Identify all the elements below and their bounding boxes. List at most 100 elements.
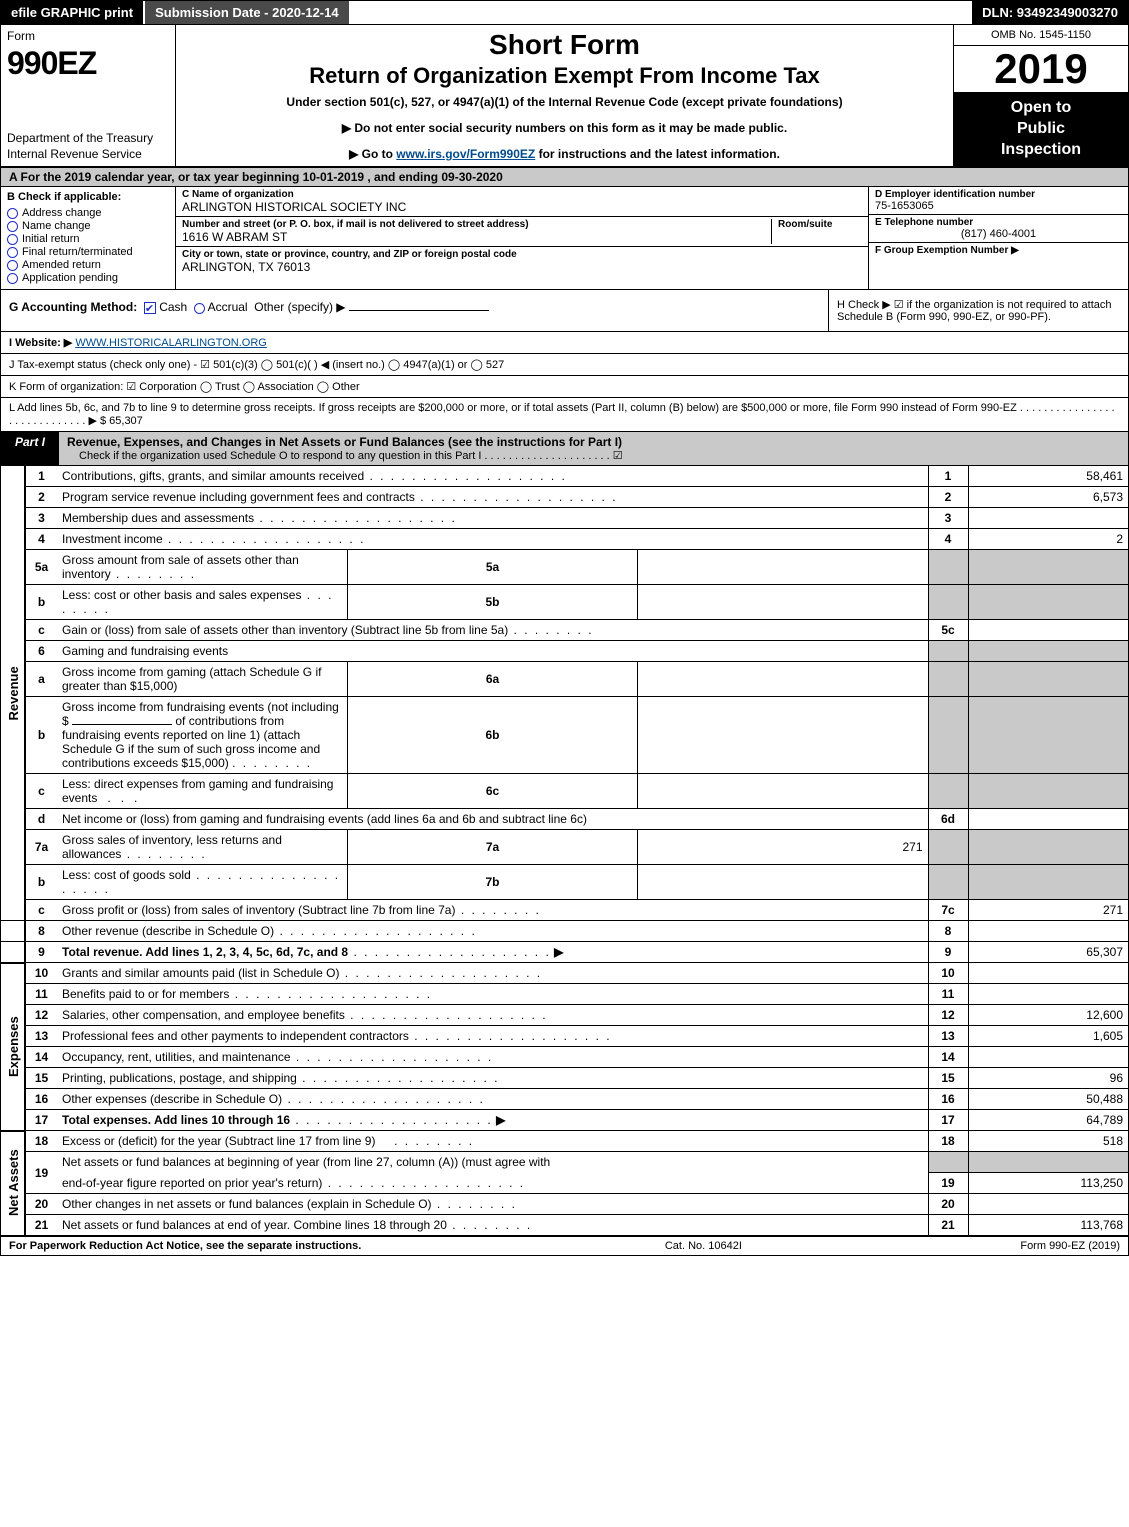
label-address-change: Address change [22,207,102,219]
line-2-no: 2 [25,487,57,508]
line-4-no: 4 [25,529,57,550]
line-14-desc: Occupancy, rent, utilities, and maintena… [57,1047,928,1068]
line-12-desc: Salaries, other compensation, and employ… [57,1005,928,1026]
open-line2: Public [1017,120,1065,137]
line-8-desc: Other revenue (describe in Schedule O) [57,921,928,942]
checkbox-initial-return[interactable] [7,234,18,245]
dept-treasury: Department of the Treasury [7,131,153,145]
line-6c-greycode [928,774,968,809]
row-l-gross-receipts: L Add lines 5b, 6c, and 7b to line 9 to … [1,398,1128,432]
street-label: Number and street (or P. O. box, if mail… [182,219,765,230]
line-5b-no: b [25,585,57,620]
topbar-spacer [351,1,973,24]
line-1-no: 1 [25,466,57,487]
line-3-no: 3 [25,508,57,529]
irs-form-link[interactable]: www.irs.gov/Form990EZ [396,147,535,161]
line-5b-subvalue [638,585,928,620]
instructions-link-row: ▶ Go to www.irs.gov/Form990EZ for instru… [184,147,945,161]
line-7c-desc: Gross profit or (loss) from sales of inv… [57,900,928,921]
line-15-desc: Printing, publications, postage, and shi… [57,1068,928,1089]
part-1-header: Part I Revenue, Expenses, and Changes in… [1,432,1128,466]
line-14-no: 14 [25,1047,57,1068]
line-6c-subvalue [638,774,928,809]
tax-year: 2019 [954,46,1128,92]
row-g-h: G Accounting Method: Cash Accrual Other … [1,290,1128,332]
sidebar-net-assets: Net Assets [1,1131,25,1235]
org-name-label: C Name of organization [182,189,862,200]
other-method-input[interactable] [349,310,489,311]
line-10-desc: Grants and similar amounts paid (list in… [57,963,928,984]
line-20-no: 20 [25,1193,57,1214]
line-6d-no: d [25,809,57,830]
label-accrual: Accrual [208,300,248,314]
website-label: I Website: ▶ [9,337,72,349]
line-19-desc1: Net assets or fund balances at beginning… [57,1152,928,1173]
line-16-code: 16 [928,1089,968,1110]
line-5a-subcode: 5a [347,550,637,585]
line-21-code: 21 [928,1214,968,1235]
line-19-no: 19 [25,1152,57,1194]
line-7a-subvalue: 271 [638,830,928,865]
line-5b-desc: Less: cost or other basis and sales expe… [57,585,347,620]
line-6-desc: Gaming and fundraising events [57,641,928,662]
accounting-method-label: G Accounting Method: [9,300,137,314]
line-5a-desc: Gross amount from sale of assets other t… [57,550,347,585]
line-6a-greyval [968,662,1128,697]
line-9-desc: Total revenue. Add lines 1, 2, 3, 4, 5c,… [57,942,928,963]
line-6c-no: c [25,774,57,809]
box-b-check-applicable: B Check if applicable: Address change Na… [1,187,176,289]
line-11-no: 11 [25,984,57,1005]
line-18-code: 18 [928,1131,968,1152]
checkbox-cash[interactable] [144,302,156,314]
line-4-desc: Investment income [57,529,928,550]
line-5a-subvalue [638,550,928,585]
line-18-value: 518 [968,1131,1128,1152]
label-application-pending: Application pending [22,272,118,284]
line-8-code: 8 [928,921,968,942]
line-7a-greycode [928,830,968,865]
line-19-greycode [928,1152,968,1173]
line-7c-no: c [25,900,57,921]
checkbox-name-change[interactable] [7,221,18,232]
line-11-value [968,984,1128,1005]
label-name-change: Name change [22,220,91,232]
website-link[interactable]: WWW.HISTORICALARLINGTON.ORG [75,337,267,349]
checkbox-final-return[interactable] [7,247,18,258]
line-2-value: 6,573 [968,487,1128,508]
line-3-code: 3 [928,508,968,529]
line-7a-no: 7a [25,830,57,865]
city-value: ARLINGTON, TX 76013 [182,260,862,274]
box-def: D Employer identification number 75-1653… [868,187,1128,289]
line-5c-no: c [25,620,57,641]
line-14-code: 14 [928,1047,968,1068]
sidebar-gap2 [1,942,25,963]
checkbox-amended-return[interactable] [7,260,18,271]
line-6b-blank[interactable] [72,724,172,725]
line-10-no: 10 [25,963,57,984]
line-12-code: 12 [928,1005,968,1026]
box-c-org-info: C Name of organization ARLINGTON HISTORI… [176,187,868,289]
goto-suffix: for instructions and the latest informat… [535,147,780,161]
line-6a-subvalue [638,662,928,697]
checkbox-application-pending[interactable] [7,273,18,284]
street-value: 1616 W ABRAM ST [182,230,765,244]
line-16-value: 50,488 [968,1089,1128,1110]
line-2-desc: Program service revenue including govern… [57,487,928,508]
line-5b-greyval [968,585,1128,620]
row-a-tax-year: A For the 2019 calendar year, or tax yea… [1,168,1128,187]
line-12-no: 12 [25,1005,57,1026]
checkbox-address-change[interactable] [7,208,18,219]
efile-print-button[interactable]: efile GRAPHIC print [1,1,143,24]
line-6d-desc: Net income or (loss) from gaming and fun… [57,809,928,830]
room-label: Room/suite [778,219,862,230]
submission-date-button[interactable]: Submission Date - 2020-12-14 [143,1,351,24]
part-1-title: Revenue, Expenses, and Changes in Net As… [67,435,622,449]
line-7b-subcode: 7b [347,865,637,900]
footer-cat-no: Cat. No. 10642I [565,1240,843,1252]
line-10-value [968,963,1128,984]
line-7b-desc: Less: cost of goods sold [57,865,347,900]
line-7b-greycode [928,865,968,900]
line-19-greyval [968,1152,1128,1173]
checkbox-accrual[interactable] [194,303,205,314]
short-form-title: Short Form [184,29,945,61]
